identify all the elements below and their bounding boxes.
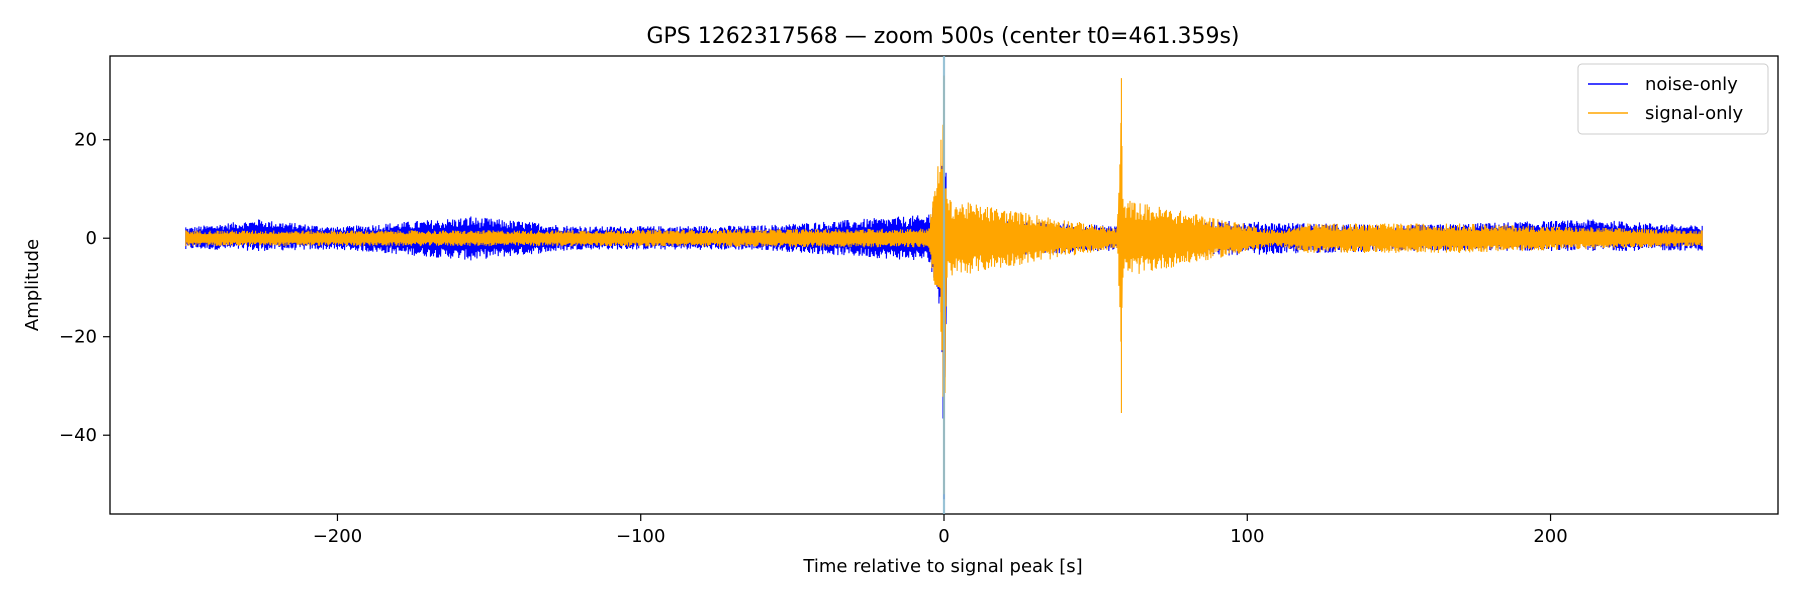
x-tick-label: 0 — [938, 526, 949, 547]
chart-title: GPS 1262317568 — zoom 500s (center t0=46… — [646, 24, 1239, 49]
x-tick-label: −100 — [616, 526, 665, 547]
y-axis-ticks: 20 0 −20 −40 — [59, 130, 110, 446]
y-tick-label: 20 — [74, 130, 97, 151]
y-tick-label: −40 — [59, 425, 97, 446]
legend: noise-only signal-only — [1577, 63, 1769, 135]
x-tick-label: −200 — [313, 526, 362, 547]
x-axis-label: Time relative to signal peak [s] — [802, 556, 1082, 577]
y-tick-label: 0 — [86, 228, 97, 249]
legend-box — [1577, 63, 1769, 135]
x-tick-label: 100 — [1230, 526, 1264, 547]
x-tick-label: 200 — [1533, 526, 1567, 547]
y-axis-label: Amplitude — [22, 239, 43, 331]
legend-label: noise-only — [1645, 74, 1738, 95]
y-tick-label: −20 — [59, 327, 97, 348]
legend-label: signal-only — [1645, 103, 1743, 124]
x-axis-ticks: −200 −100 0 100 200 — [313, 514, 1568, 547]
